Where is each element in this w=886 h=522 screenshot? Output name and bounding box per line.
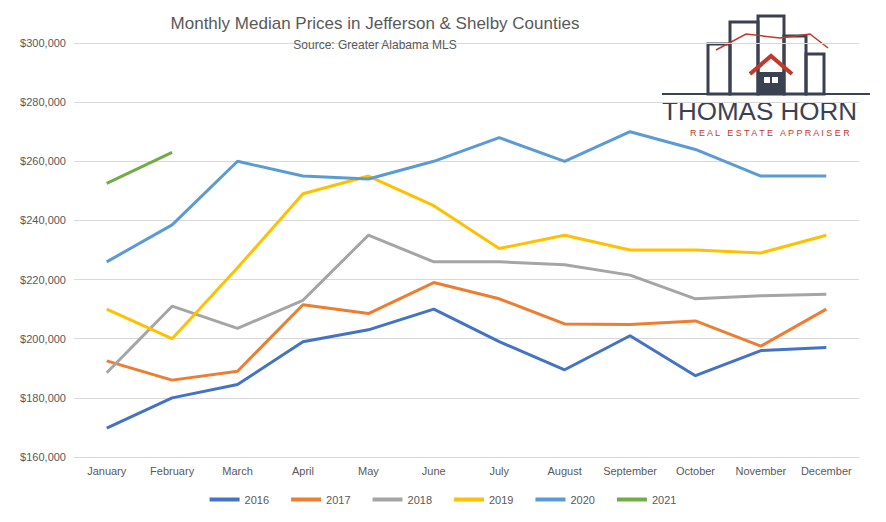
- svg-text:August: August: [548, 465, 582, 477]
- svg-text:Source: Greater Alabama MLS: Source: Greater Alabama MLS: [293, 38, 456, 52]
- svg-text:Monthly Median Prices in Jeffe: Monthly Median Prices in Jefferson & She…: [171, 14, 580, 33]
- svg-text:February: February: [150, 465, 195, 477]
- svg-text:2017: 2017: [326, 494, 350, 506]
- svg-text:$260,000: $260,000: [20, 155, 66, 167]
- svg-text:October: October: [676, 465, 715, 477]
- svg-text:September: September: [603, 465, 657, 477]
- svg-text:November: November: [736, 465, 787, 477]
- svg-text:$240,000: $240,000: [20, 214, 66, 226]
- svg-text:March: March: [222, 465, 253, 477]
- svg-text:THOMAS HORN: THOMAS HORN: [662, 96, 857, 126]
- svg-text:2020: 2020: [570, 494, 594, 506]
- svg-text:June: June: [422, 465, 446, 477]
- svg-text:April: April: [292, 465, 314, 477]
- svg-text:$200,000: $200,000: [20, 333, 66, 345]
- svg-text:$160,000: $160,000: [20, 451, 66, 463]
- svg-text:December: December: [801, 465, 852, 477]
- svg-text:$280,000: $280,000: [20, 96, 66, 108]
- svg-text:$220,000: $220,000: [20, 274, 66, 286]
- svg-text:May: May: [358, 465, 379, 477]
- svg-text:R E A L E S T A T E A P P: R E A L E S T A T E A P P R A I S E R: [690, 128, 850, 138]
- svg-text:2021: 2021: [652, 494, 676, 506]
- svg-text:2016: 2016: [245, 494, 269, 506]
- svg-text:$180,000: $180,000: [20, 392, 66, 404]
- svg-text:July: July: [489, 465, 509, 477]
- svg-text:January: January: [87, 465, 127, 477]
- svg-text:2019: 2019: [489, 494, 513, 506]
- svg-text:$300,000: $300,000: [20, 37, 66, 49]
- svg-text:2018: 2018: [408, 494, 432, 506]
